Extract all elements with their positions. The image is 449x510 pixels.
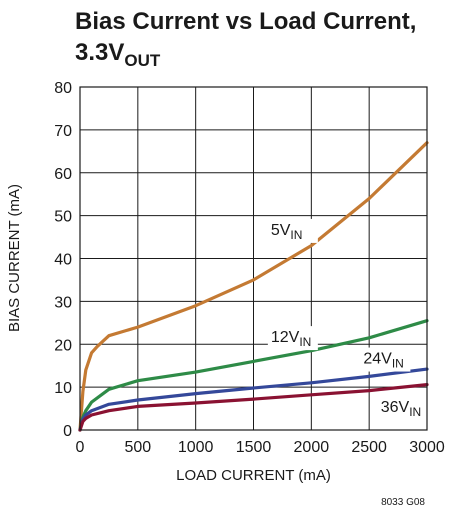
series-line-12vin (78, 319, 429, 432)
y-tick-label: 20 (54, 337, 72, 354)
x-tick-label: 2500 (351, 439, 387, 456)
y-tick-label: 80 (54, 80, 72, 97)
x-axis-label: LOAD CURRENT (mA) (176, 467, 331, 484)
grid-lines (80, 87, 427, 430)
y-tick-label: 50 (54, 209, 72, 226)
y-axis-label: BIAS CURRENT (mA) (6, 184, 23, 332)
x-tick-label: 500 (124, 439, 151, 456)
series-label-36vin: 36VIN (381, 399, 421, 419)
x-tick-label: 3000 (409, 439, 445, 456)
series-label-bg (360, 347, 411, 372)
figure-code: 8033 G08 (381, 497, 425, 508)
y-tick-label: 0 (63, 423, 72, 440)
series-line-36vin (78, 383, 429, 432)
series-label-bg (267, 326, 318, 351)
x-tick-label: 1500 (236, 439, 272, 456)
x-tick-label: 0 (76, 439, 85, 456)
series-labels: 5VIN 12VIN 24VIN 36VIN (267, 218, 428, 420)
y-tick-label: 10 (54, 380, 72, 397)
series-line-24vin (78, 367, 429, 432)
x-tick-label: 2000 (294, 439, 330, 456)
y-tick-label: 60 (54, 166, 72, 183)
y-tick-label: 40 (54, 252, 72, 269)
x-tick-labels: 0 500 1000 1500 2000 2500 3000 (76, 439, 445, 456)
series-line-5vin (78, 141, 429, 432)
y-tick-label: 30 (54, 294, 72, 311)
y-tick-labels: 0 10 20 30 40 50 60 70 80 (54, 80, 72, 440)
series-label-12vin: 12VIN (271, 329, 311, 349)
series-label-bg (267, 218, 318, 243)
plot-frame (79, 86, 428, 431)
chart-title-line2: 3.3VOUT (75, 39, 161, 70)
y-tick-label: 70 (54, 123, 72, 140)
series-label-bg (377, 395, 428, 420)
series-label-5vin: 5VIN (271, 222, 303, 242)
chart-title: Bias Current vs Load Current, (75, 8, 416, 35)
series-layer (78, 141, 429, 432)
x-tick-label: 1000 (178, 439, 214, 456)
series-label-24vin: 24VIN (363, 351, 403, 371)
